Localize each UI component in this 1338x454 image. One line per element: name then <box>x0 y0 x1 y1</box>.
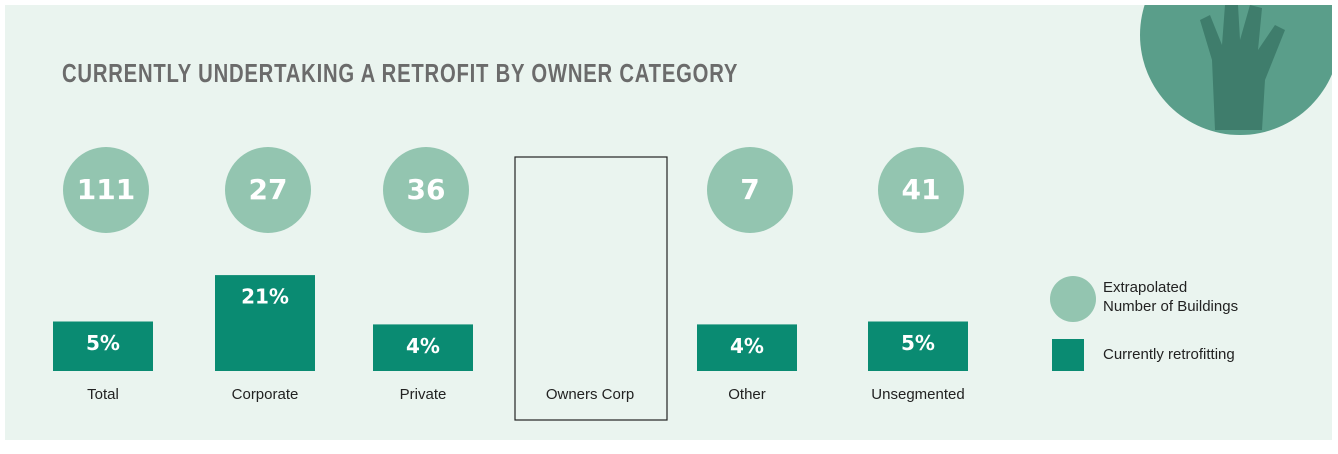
legend-square <box>1052 339 1084 371</box>
building-circle <box>707 147 793 233</box>
category-label: Unsegmented <box>871 386 964 403</box>
highlight-box <box>514 156 668 421</box>
category-label: Other <box>728 386 766 403</box>
building-circle <box>383 147 469 233</box>
category-label: Total <box>87 386 119 403</box>
category-label: Owners Corp <box>546 386 634 403</box>
bar <box>373 324 473 371</box>
bar <box>868 321 968 371</box>
bar <box>697 324 797 371</box>
bar-label: 5% <box>901 331 935 355</box>
legend-label: Extrapolated Number of Buildings <box>1103 279 1238 315</box>
building-count: 36 <box>407 173 446 206</box>
category-label: Private <box>400 386 447 403</box>
building-count: 27 <box>249 173 288 206</box>
building-count: 41 <box>902 173 941 206</box>
chart-title: CURRENTLY UNDERTAKING A RETROFIT BY OWNE… <box>62 58 738 87</box>
decor-hand <box>1200 5 1285 130</box>
bar-label: 21% <box>241 285 289 309</box>
building-count: 111 <box>77 173 135 206</box>
category-label: Corporate <box>232 386 299 403</box>
bar <box>53 321 153 371</box>
bar-label: 4% <box>406 334 440 358</box>
bar <box>215 275 315 371</box>
bar-label: 5% <box>86 331 120 355</box>
building-circle <box>225 147 311 233</box>
building-circle <box>878 147 964 233</box>
building-count: 7 <box>740 173 759 206</box>
legend-label: Currently retrofitting <box>1103 346 1235 363</box>
building-circle <box>63 147 149 233</box>
bar-label: 4% <box>730 334 764 358</box>
legend-circle <box>1050 276 1096 322</box>
